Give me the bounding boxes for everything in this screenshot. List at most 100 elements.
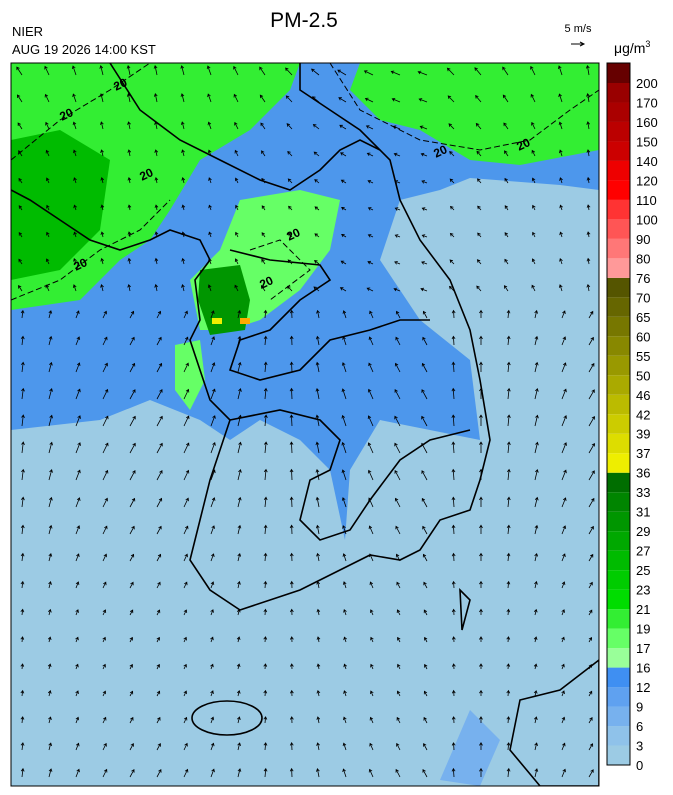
colorbar-label: 16 (636, 661, 650, 676)
colorbar-segment (607, 511, 630, 532)
colorbar-label: 39 (636, 427, 650, 442)
colorbar-label: 19 (636, 622, 650, 637)
colorbar-segment (607, 316, 630, 337)
region-green-light (175, 340, 205, 410)
colorbar-label: 65 (636, 310, 650, 325)
colorbar-segment (607, 355, 630, 376)
colorbar-label: 120 (636, 173, 658, 188)
colorbar-label: 25 (636, 563, 650, 578)
wind-scale-label: 5 m/s (565, 23, 592, 35)
region-green-dark (11, 130, 110, 280)
wind-field (16, 64, 595, 778)
colorbar-segment (607, 570, 630, 590)
colorbar-label: 31 (636, 505, 650, 520)
colorbar-segment (607, 648, 630, 668)
colorbar-label: 200 (636, 76, 658, 91)
colorbar-label: 55 (636, 349, 650, 364)
colorbar-segment (607, 453, 630, 473)
region-green (350, 63, 599, 165)
agency: NIER (12, 24, 43, 39)
colorbar-label: 12 (636, 680, 650, 695)
colorbar-segment (607, 238, 630, 259)
colorbar-label: 9 (636, 700, 643, 715)
contour-label: 20 (57, 105, 75, 123)
colorbar-label: 33 (636, 485, 650, 500)
colorbar-label: 17 (636, 641, 650, 656)
colorbar-label: 23 (636, 583, 650, 598)
colorbar-label: 46 (636, 388, 650, 403)
colorbar-segment (607, 336, 630, 356)
colorbar-label: 90 (636, 232, 650, 247)
colorbar-segment (607, 433, 630, 454)
hotspot (240, 318, 250, 324)
colorbar: 0369121617192123252729313336373942465055… (606, 62, 658, 773)
colorbar-label: 42 (636, 407, 650, 422)
colorbar-label: 160 (636, 115, 658, 130)
colorbar-label: 0 (636, 758, 643, 773)
colorbar-segment (607, 258, 630, 278)
colorbar-segment (607, 199, 630, 220)
contour-label: 20 (514, 135, 532, 153)
colorbar-label: 60 (636, 329, 650, 344)
colorbar-label: 100 (636, 212, 658, 227)
colorbar-frame (606, 62, 631, 766)
colorbar-segment (607, 472, 630, 493)
colorbar-segment (607, 687, 630, 707)
colorbar-segment (607, 550, 630, 571)
contours (11, 63, 599, 301)
colorbar-segment (607, 63, 630, 83)
contour-label: 20 (137, 165, 155, 183)
contour-label: 20 (431, 142, 449, 160)
colorbar-segment (607, 121, 630, 142)
map: 20 20 20 20 20 20 20 20 (11, 63, 599, 786)
datetime: AUG 19 2026 14:00 KST (12, 42, 156, 57)
colorbar-label: 110 (636, 193, 657, 208)
colorbar-segment (607, 83, 630, 103)
contour-label: 20 (284, 225, 302, 243)
colorbar-label: 170 (636, 95, 658, 110)
contour-label: 20 (111, 75, 129, 93)
wind-scale-arrow (571, 41, 586, 47)
colorbar-segment (607, 609, 630, 629)
colorbar-segment (607, 180, 630, 200)
colorbar-segment (607, 375, 630, 395)
colorbar-segment (607, 667, 630, 688)
colorbar-segment (607, 297, 630, 317)
colorbar-label: 50 (636, 368, 650, 383)
colorbar-segment (607, 160, 630, 181)
colorbar-label: 27 (636, 544, 650, 559)
unit: μg/m3 (614, 39, 650, 56)
colorbar-segment (607, 726, 630, 746)
colorbar-label: 76 (636, 271, 650, 286)
colorbar-label: 6 (636, 719, 643, 734)
colorbar-segment (607, 219, 630, 239)
colorbar-segment (607, 414, 630, 434)
colorbar-label: 150 (636, 134, 658, 149)
colorbar-segment (607, 277, 630, 298)
colorbar-label: 37 (636, 446, 650, 461)
wind-arrows (16, 64, 595, 778)
colorbar-segment (607, 394, 630, 415)
colorbar-label: 21 (636, 602, 650, 617)
title: PM-2.5 (270, 9, 338, 32)
colorbar-label: 70 (636, 290, 650, 305)
colorbar-label: 36 (636, 466, 650, 481)
unit-exponent: 3 (645, 39, 650, 49)
contour-label: 20 (71, 255, 89, 273)
colorbar-label: 3 (636, 739, 643, 754)
colorbar-segment (607, 531, 630, 551)
colorbar-segment (607, 492, 630, 512)
colorbar-segment (607, 628, 630, 649)
colorbar-segment (607, 706, 630, 727)
map-frame (10, 62, 600, 787)
hotspot (212, 318, 222, 324)
region-green (11, 63, 300, 310)
contour-label: 20 (257, 273, 275, 291)
colorbar-label: 140 (636, 154, 658, 169)
colorbar-segment (607, 102, 630, 122)
unit-text: μg/m (614, 40, 645, 56)
colorbar-label: 29 (636, 524, 650, 539)
colorbar-segment (607, 745, 630, 765)
coastline (11, 63, 599, 786)
